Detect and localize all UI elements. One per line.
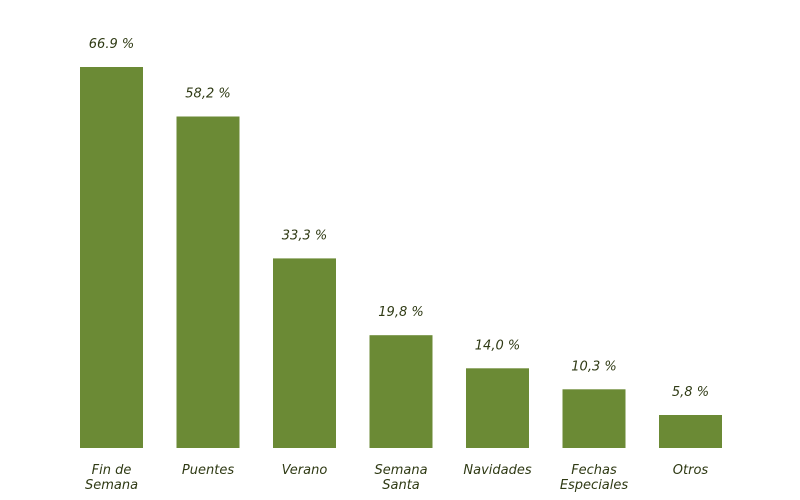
category-label-line: Fechas	[571, 463, 617, 478]
value-label-0: 66.9 %	[89, 37, 134, 52]
bar-1	[176, 116, 240, 448]
category-label-1: Puentes	[182, 463, 234, 478]
value-label-1: 58,2 %	[185, 87, 230, 102]
bar-4	[466, 368, 529, 448]
category-label-line: Verano	[282, 463, 328, 478]
bar-6	[659, 415, 722, 448]
value-label-6: 5,8 %	[672, 385, 709, 400]
category-label-5: Fechas Especiales	[560, 463, 629, 493]
category-label-6: Otros	[673, 463, 709, 478]
bars-group	[80, 67, 722, 448]
category-label-line: Santa	[382, 478, 420, 493]
bar-2	[273, 258, 336, 448]
category-label-2: Verano	[282, 463, 328, 478]
value-label-3: 19,8 %	[378, 305, 423, 320]
category-label-4: Navidades	[463, 463, 531, 478]
category-label-line: Fin de	[92, 463, 132, 478]
category-label-0: Fin de Semana	[85, 463, 138, 493]
value-label-4: 14,0 %	[475, 338, 520, 353]
category-label-line: Semana	[374, 463, 427, 478]
bar-0	[80, 67, 143, 448]
bar-5	[562, 389, 626, 448]
category-label-line: Navidades	[463, 463, 531, 478]
category-label-3: Semana Santa	[374, 463, 427, 493]
category-label-line: Semana	[85, 478, 138, 493]
value-label-2: 33,3 %	[282, 228, 327, 243]
category-label-line: Especiales	[560, 478, 629, 493]
value-label-5: 10,3 %	[571, 359, 616, 374]
category-label-line: Puentes	[182, 463, 234, 478]
value-labels-group: 66.9 % 58,2 % 33,3 % 19,8 % 14,0 % 10,3 % 5,8 …	[89, 37, 709, 400]
bar-3	[369, 335, 433, 448]
category-label-line: Otros	[673, 463, 709, 478]
